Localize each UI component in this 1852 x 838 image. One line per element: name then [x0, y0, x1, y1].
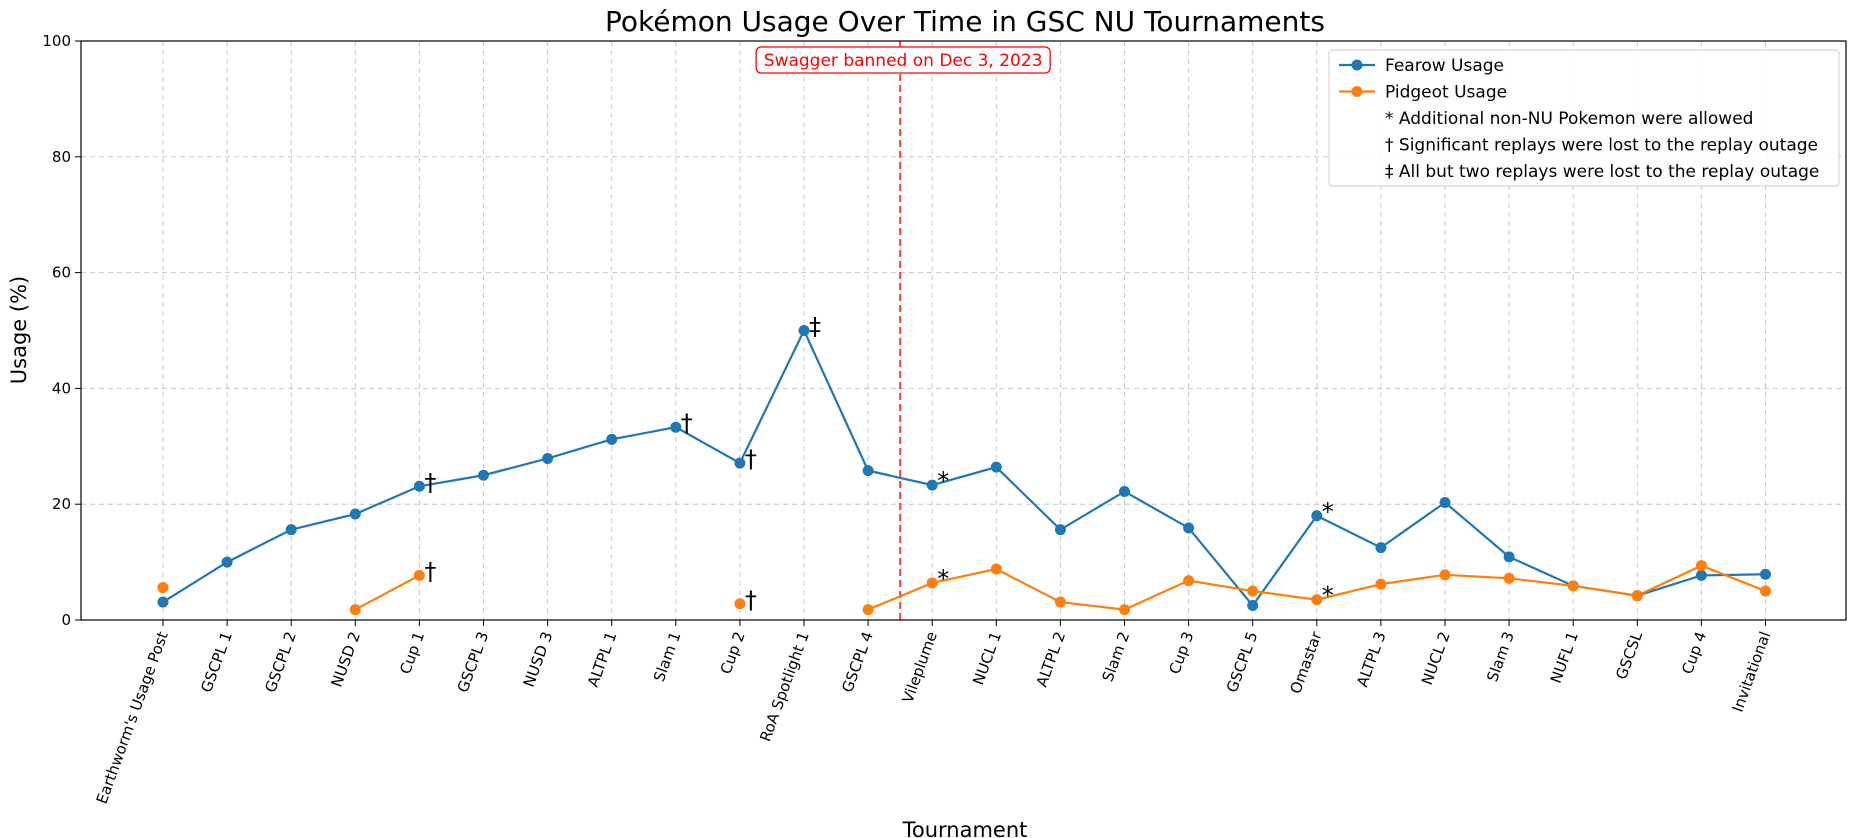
data-point — [862, 604, 874, 616]
data-point — [1054, 524, 1066, 536]
data-point — [157, 596, 169, 608]
data-point — [1760, 568, 1771, 580]
legend-swatch-marker — [1351, 59, 1363, 71]
legend-box — [1328, 49, 1840, 187]
point-marker-layer: † † † ‡ * * † † * * — [424, 313, 1333, 614]
event-label-box — [755, 46, 1051, 74]
data-point — [349, 508, 361, 520]
legend-entry: Fearow Usage — [1385, 56, 1504, 76]
point-marker: * — [937, 565, 949, 593]
legend-swatch-marker — [1351, 86, 1363, 97]
data-point — [413, 569, 425, 581]
data-point — [1631, 590, 1643, 602]
data-point — [478, 469, 489, 481]
legend-note: ‡ All but two replays were lost to the r… — [1385, 162, 1819, 182]
chart-title: Pokémon Usage Over Time in GSC NU Tourna… — [605, 5, 1325, 38]
plot-frame — [80, 40, 1847, 621]
legend: Fearow Usage Pidgeot Usage * Additional no… — [1328, 49, 1840, 187]
legend-entry: Pidgeot Usage — [1385, 83, 1507, 103]
data-point — [990, 563, 1002, 575]
data-point — [1247, 600, 1259, 612]
data-point — [734, 598, 746, 610]
point-marker: † — [745, 445, 757, 473]
point-marker: * — [1322, 498, 1334, 526]
data-point — [1375, 578, 1387, 590]
data-point — [1567, 580, 1579, 592]
data-point — [1247, 585, 1259, 597]
grid-lines — [81, 40, 1846, 621]
data-point — [413, 480, 425, 492]
data-point — [926, 479, 938, 491]
data-point — [1695, 560, 1707, 572]
data-point — [1183, 522, 1195, 534]
event-label: Swagger banned on Dec 3, 2023 — [764, 51, 1043, 71]
data-point — [1119, 485, 1130, 497]
data-point — [1503, 572, 1515, 584]
y-tick-label: 0 — [61, 611, 71, 629]
data-point — [1119, 604, 1130, 616]
legend-note: † Significant replays were lost to the r… — [1385, 136, 1818, 156]
point-marker: † — [681, 409, 693, 437]
data-point — [349, 604, 361, 616]
data-point — [990, 461, 1002, 473]
y-tick-label: 40 — [52, 379, 71, 397]
y-tick-label: 60 — [52, 264, 71, 282]
y-tick-label: 100 — [42, 32, 71, 50]
data-point — [1311, 510, 1323, 522]
data-point — [1311, 594, 1323, 606]
series-line — [354, 574, 420, 611]
y-axis: 0 20 40 60 80 100 — [42, 32, 81, 629]
data-point — [1760, 585, 1771, 597]
series-layer — [157, 325, 1771, 616]
data-point — [670, 421, 682, 433]
data-point — [606, 433, 618, 445]
series-1 — [157, 560, 1771, 616]
legend-note: * Additional non-NU Pokemon were allowed — [1385, 109, 1753, 129]
event-annotation: Swagger banned on Dec 3, 2023 — [755, 41, 1051, 620]
data-point — [1054, 596, 1066, 608]
y-tick-label: 20 — [52, 495, 71, 513]
data-point — [1695, 569, 1707, 581]
data-point — [734, 457, 746, 469]
data-point — [798, 325, 810, 336]
y-tick-label: 80 — [52, 148, 71, 166]
point-marker: † — [745, 586, 757, 614]
data-point — [926, 577, 938, 589]
y-axis-title: Usage (%) — [7, 276, 31, 384]
point-marker: * — [1322, 582, 1334, 610]
point-marker: † — [424, 557, 436, 585]
data-point — [285, 524, 297, 536]
point-marker: † — [424, 468, 436, 496]
data-point — [221, 556, 233, 568]
data-point — [1183, 575, 1195, 587]
series-line — [162, 327, 1766, 608]
data-point — [542, 452, 554, 464]
point-marker: * — [937, 467, 949, 495]
point-marker: ‡ — [809, 313, 821, 341]
data-point — [1375, 542, 1387, 554]
data-point — [1439, 496, 1451, 508]
data-point — [1503, 551, 1515, 563]
data-point — [1439, 569, 1451, 581]
data-point — [862, 465, 874, 477]
x-axis-title: Tournament — [902, 818, 1028, 838]
data-point — [157, 582, 169, 594]
